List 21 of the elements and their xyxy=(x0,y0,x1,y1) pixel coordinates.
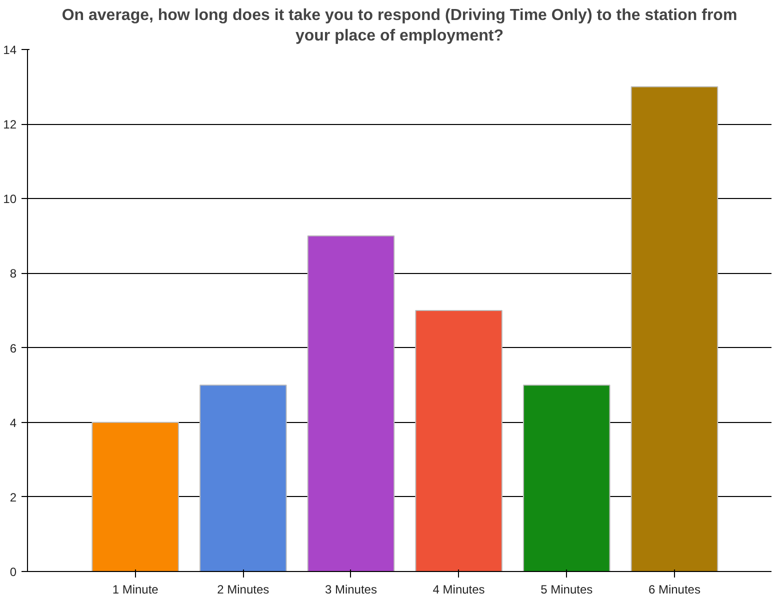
y-tick-label: 2 xyxy=(10,490,17,504)
x-tick-label: 3 Minutes xyxy=(324,582,377,596)
x-tick-label: 2 Minutes xyxy=(217,582,270,596)
x-tick-label: 6 Minutes xyxy=(648,582,700,596)
x-tick-label: 5 Minutes xyxy=(540,582,593,596)
y-tick-label: 12 xyxy=(3,118,17,132)
x-tick-label: 1 Minute xyxy=(112,582,159,596)
y-tick-label: 0 xyxy=(10,565,17,579)
y-tick-label: 6 xyxy=(10,341,17,356)
bar xyxy=(523,384,610,572)
bar xyxy=(92,422,179,572)
chart-title: On average, how long does it take you to respond (Driving Time Only) to the station from your place of employment? xyxy=(62,7,738,44)
y-tick-label: 10 xyxy=(3,192,17,206)
y-tick-label: 4 xyxy=(10,416,17,430)
x-tick-label: 4 Minutes xyxy=(432,582,485,596)
bar xyxy=(630,86,718,572)
y-tick-label: 14 xyxy=(3,43,17,57)
y-tick-label: 8 xyxy=(10,266,17,281)
bar xyxy=(415,310,502,572)
bar xyxy=(307,235,395,572)
bar xyxy=(200,384,287,572)
